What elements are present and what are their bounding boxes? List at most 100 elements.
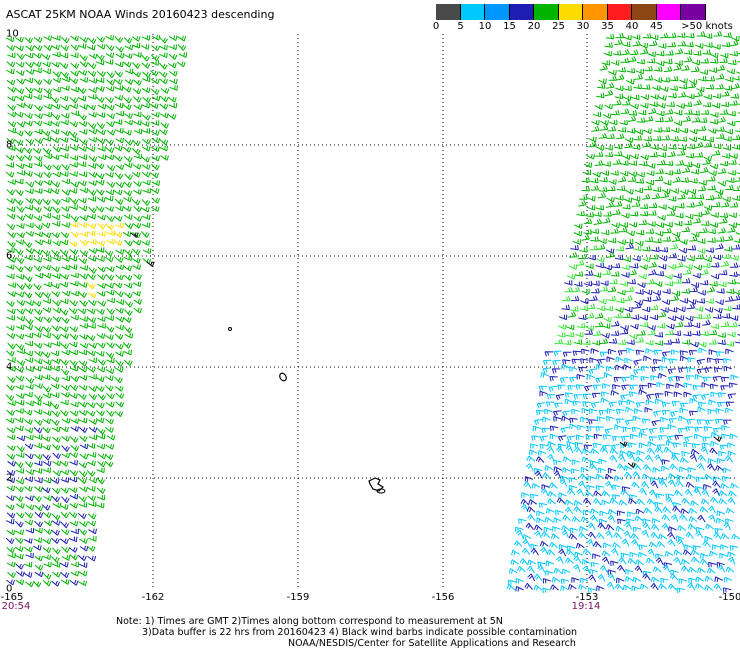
wind-barb xyxy=(735,339,740,344)
wind-barb xyxy=(132,62,141,69)
wind-barb xyxy=(641,256,651,263)
wind-barb xyxy=(623,35,632,41)
wind-barb xyxy=(34,316,43,323)
wind-barb xyxy=(587,475,596,481)
wind-barb xyxy=(14,111,24,118)
wind-barb xyxy=(16,102,25,109)
wind-barb xyxy=(604,480,613,489)
wind-barb xyxy=(693,265,703,271)
wind-barb xyxy=(650,582,659,591)
wind-barb xyxy=(88,112,97,118)
wind-barb xyxy=(578,532,587,539)
wind-barb xyxy=(547,498,556,505)
lat-tick-label: 10 xyxy=(6,28,19,40)
wind-barb xyxy=(124,79,134,85)
wind-barb xyxy=(79,37,89,43)
wind-barb xyxy=(642,418,651,424)
lat-tick-label: 4 xyxy=(6,361,13,373)
wind-barb xyxy=(15,563,24,570)
wind-barb xyxy=(16,445,25,453)
wind-barb xyxy=(675,315,685,321)
wind-barb xyxy=(698,76,707,82)
wind-barb xyxy=(564,280,573,286)
wind-barb xyxy=(632,255,641,262)
wind-barb xyxy=(605,82,615,89)
wind-barb xyxy=(564,499,574,506)
wind-barb xyxy=(42,68,52,75)
wind-barb xyxy=(69,162,78,168)
wind-barb xyxy=(599,565,608,573)
wind-barb xyxy=(553,466,563,472)
wind-barb xyxy=(151,95,161,102)
wind-barb xyxy=(69,171,78,177)
wind-barb xyxy=(643,289,653,296)
wind-barb xyxy=(611,262,621,269)
wind-barb xyxy=(713,193,723,199)
wind-barb xyxy=(647,325,656,331)
wind-barb xyxy=(96,77,105,84)
wind-barb xyxy=(70,62,80,69)
wind-barb xyxy=(34,505,44,512)
wind-barb xyxy=(60,538,69,545)
wind-barb xyxy=(700,166,709,174)
wind-barb xyxy=(611,320,620,327)
wind-barb xyxy=(105,172,114,178)
wind-barb xyxy=(625,243,634,250)
wind-barb xyxy=(588,136,597,143)
wind-barb xyxy=(729,153,738,159)
wind-barb xyxy=(677,367,687,374)
wind-barb xyxy=(713,313,722,319)
wind-barb xyxy=(115,299,125,305)
wind-barb xyxy=(5,394,15,401)
wind-barb xyxy=(737,61,740,63)
wind-barb xyxy=(563,339,572,345)
wind-barb xyxy=(599,64,608,71)
wind-barb xyxy=(725,401,735,407)
wind-barb xyxy=(711,262,720,268)
wind-barb xyxy=(667,205,677,212)
wind-barb xyxy=(87,520,96,527)
wind-barb xyxy=(710,323,720,330)
wind-barb xyxy=(105,189,115,196)
wind-barb xyxy=(124,44,134,51)
wind-barb xyxy=(142,114,151,121)
wind-barb xyxy=(653,77,663,83)
wind-barb xyxy=(627,557,637,565)
wind-barb xyxy=(593,490,602,497)
wind-barb xyxy=(659,246,669,253)
wind-barb xyxy=(619,281,628,287)
wind-barb xyxy=(727,331,736,338)
legend-label: 20 xyxy=(527,21,541,32)
wind-barb xyxy=(24,324,34,331)
wind-barb xyxy=(60,399,69,406)
wind-barb xyxy=(70,401,79,408)
wind-barb xyxy=(572,239,581,245)
wind-barb xyxy=(691,116,701,123)
wind-barb xyxy=(672,168,681,175)
wind-barb xyxy=(661,409,671,416)
wind-barb xyxy=(6,213,16,220)
wind-barb xyxy=(42,61,51,68)
wind-barb xyxy=(532,425,541,432)
wind-barb xyxy=(728,59,737,66)
wind-barb xyxy=(568,583,577,590)
wind-barb xyxy=(114,376,123,384)
wind-barb xyxy=(652,186,662,193)
wind-barb xyxy=(50,96,60,104)
wind-barb xyxy=(574,446,583,454)
wind-barb xyxy=(571,286,581,293)
wind-barb xyxy=(615,195,624,201)
wind-barb xyxy=(685,41,694,48)
wind-barb xyxy=(666,383,675,390)
wind-barb xyxy=(736,71,740,74)
wind-barb xyxy=(78,360,88,367)
wind-barb xyxy=(626,128,636,134)
wind-barb xyxy=(142,180,151,186)
wind-barb xyxy=(6,223,16,230)
wind-barb xyxy=(51,103,61,110)
wind-barb xyxy=(104,250,114,257)
wind-barb xyxy=(652,135,662,141)
legend-label: >50 knots xyxy=(681,21,733,32)
wind-barb xyxy=(15,291,25,298)
wind-barb xyxy=(661,459,670,465)
